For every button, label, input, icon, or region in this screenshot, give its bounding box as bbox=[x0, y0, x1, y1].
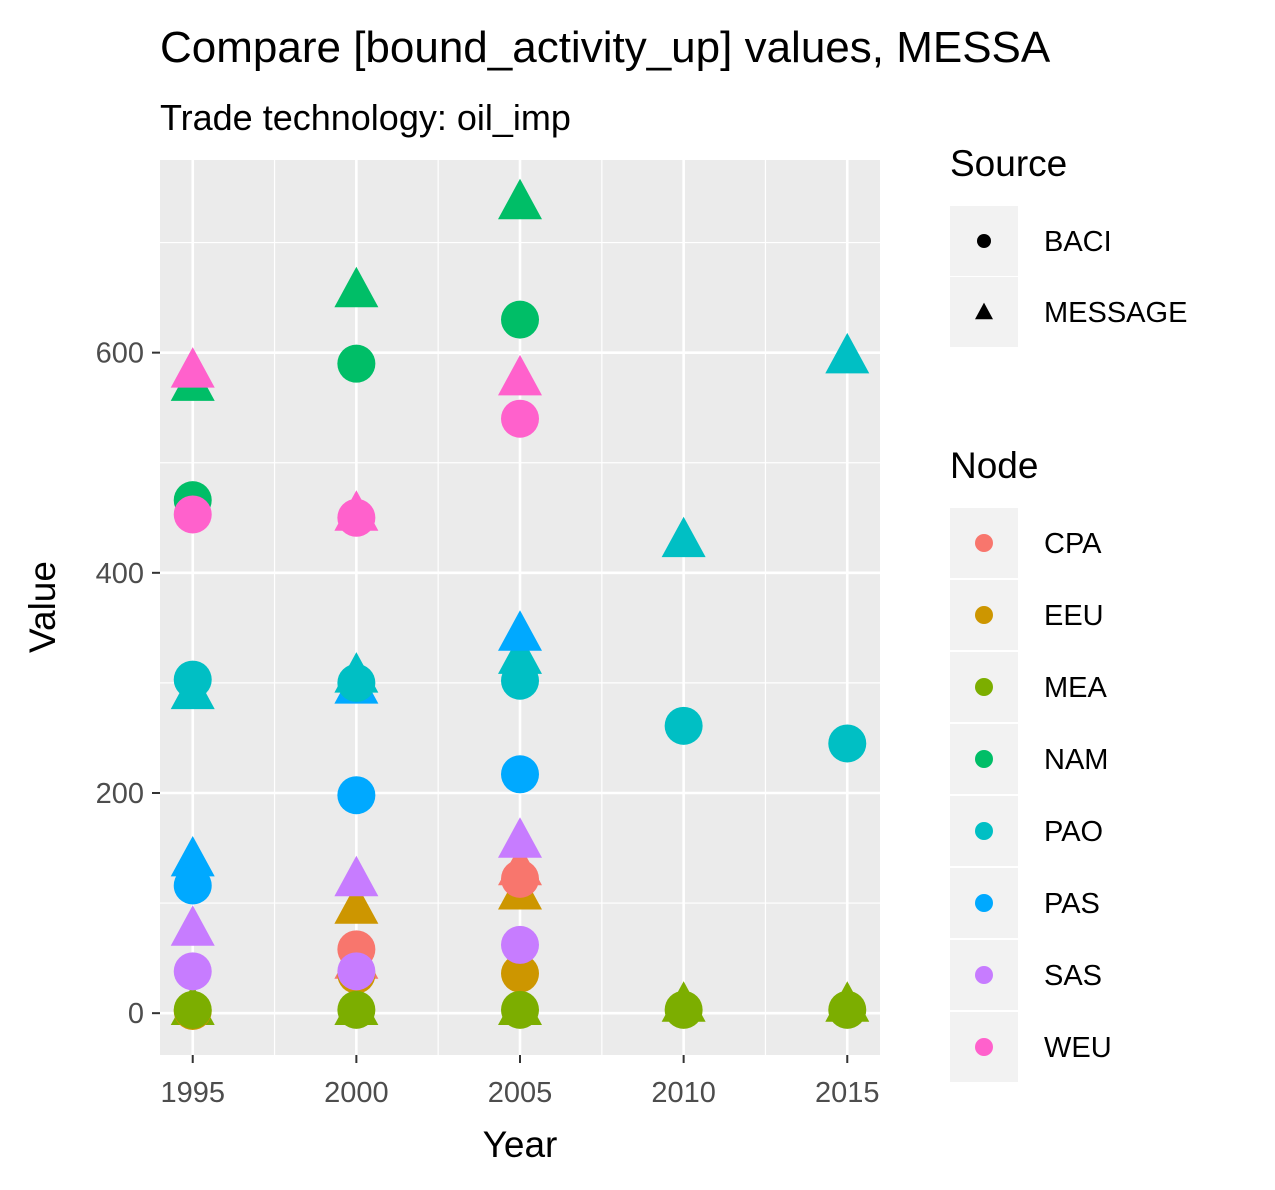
data-points bbox=[170, 178, 870, 1030]
point-nam-message bbox=[334, 266, 379, 308]
point-pas-baci bbox=[501, 755, 539, 794]
point-sas-message bbox=[170, 905, 215, 946]
y-tick-label: 400 bbox=[96, 558, 144, 590]
point-mea-baci bbox=[664, 990, 703, 1029]
legend-color-dot bbox=[975, 1038, 993, 1056]
point-eeu-baci bbox=[501, 954, 539, 993]
y-axis: 0 200 400 600 bbox=[96, 338, 160, 1030]
legend-color-dot bbox=[975, 606, 993, 624]
legend-node-label: PAO bbox=[1044, 816, 1103, 848]
x-tick-label: 2010 bbox=[651, 1077, 716, 1109]
chart-title: Compare [bound_activity_up] values, MESS… bbox=[160, 23, 1051, 72]
legend-color-dot bbox=[975, 750, 993, 768]
point-weu-baci bbox=[173, 495, 212, 534]
legend-color-dot bbox=[975, 822, 993, 840]
point-pao-baci bbox=[828, 724, 867, 763]
x-axis: 1995 2000 2005 2010 2015 bbox=[160, 1055, 880, 1109]
point-cpa-baci bbox=[501, 859, 539, 898]
y-tick-label: 0 bbox=[128, 998, 144, 1030]
legend-color-dot bbox=[975, 534, 993, 552]
legend-source-label: MESSAGE bbox=[1044, 297, 1187, 329]
legend-node-label: EEU bbox=[1044, 600, 1104, 632]
point-nam-baci bbox=[501, 300, 539, 339]
x-tick-label: 2015 bbox=[815, 1077, 880, 1109]
point-weu-message bbox=[170, 347, 215, 388]
legend-color-dot bbox=[975, 894, 993, 912]
point-pas-baci bbox=[173, 866, 212, 905]
legend-node-label: SAS bbox=[1044, 960, 1102, 992]
point-nam-baci bbox=[337, 344, 376, 383]
legend-node-label: MEA bbox=[1044, 672, 1108, 704]
point-eeu-message bbox=[334, 883, 379, 924]
y-axis-title: Value bbox=[22, 561, 63, 653]
point-pao-message bbox=[825, 332, 870, 374]
legend-color-dot bbox=[975, 678, 993, 696]
point-sas-message bbox=[498, 817, 542, 858]
point-sas-baci bbox=[501, 925, 539, 964]
point-pao-message bbox=[498, 633, 542, 674]
legend-circle-icon bbox=[977, 234, 991, 248]
point-nam-message bbox=[498, 178, 542, 220]
legend-node-label: NAM bbox=[1044, 744, 1108, 776]
point-mea-baci bbox=[828, 990, 867, 1029]
point-pas-message bbox=[170, 835, 215, 877]
point-pao-baci bbox=[337, 663, 376, 702]
point-pao-baci bbox=[664, 706, 703, 745]
chart-subtitle: Trade technology: oil_imp bbox=[160, 97, 571, 138]
y-tick-label: 200 bbox=[96, 778, 144, 810]
legend-node-label: WEU bbox=[1044, 1032, 1112, 1064]
legend-source-title: Source bbox=[950, 143, 1067, 184]
point-mea-baci bbox=[173, 990, 212, 1029]
legend-color-dot bbox=[975, 966, 993, 984]
x-axis-title: Year bbox=[483, 1124, 558, 1165]
point-weu-message bbox=[498, 354, 542, 396]
point-pas-message bbox=[498, 610, 542, 651]
point-sas-baci bbox=[337, 952, 376, 991]
point-pao-baci bbox=[173, 660, 212, 699]
legend-node-label: PAS bbox=[1044, 888, 1100, 920]
point-mea-baci bbox=[337, 990, 376, 1029]
y-tick-label: 600 bbox=[96, 338, 144, 370]
point-pao-message bbox=[661, 516, 706, 558]
legend-triangle-icon bbox=[975, 302, 993, 320]
legend-node-title: Node bbox=[950, 445, 1038, 486]
point-pao-baci bbox=[501, 661, 539, 700]
legend-node-label: CPA bbox=[1044, 528, 1102, 560]
x-tick-label: 1995 bbox=[160, 1077, 225, 1109]
point-sas-baci bbox=[173, 952, 212, 991]
point-weu-baci bbox=[501, 399, 539, 438]
point-mea-baci bbox=[501, 990, 539, 1029]
legend-source: Source BACI MESSAGE bbox=[950, 143, 1187, 347]
point-pas-baci bbox=[337, 776, 376, 815]
x-tick-label: 2005 bbox=[488, 1077, 553, 1109]
legend-source-label: BACI bbox=[1044, 226, 1112, 258]
point-weu-baci bbox=[337, 498, 376, 537]
legend-node: Node CPA EEU MEA NAM PAO PAS SAS WEU bbox=[950, 445, 1112, 1082]
point-sas-message bbox=[334, 855, 379, 897]
x-tick-label: 2000 bbox=[324, 1077, 389, 1109]
